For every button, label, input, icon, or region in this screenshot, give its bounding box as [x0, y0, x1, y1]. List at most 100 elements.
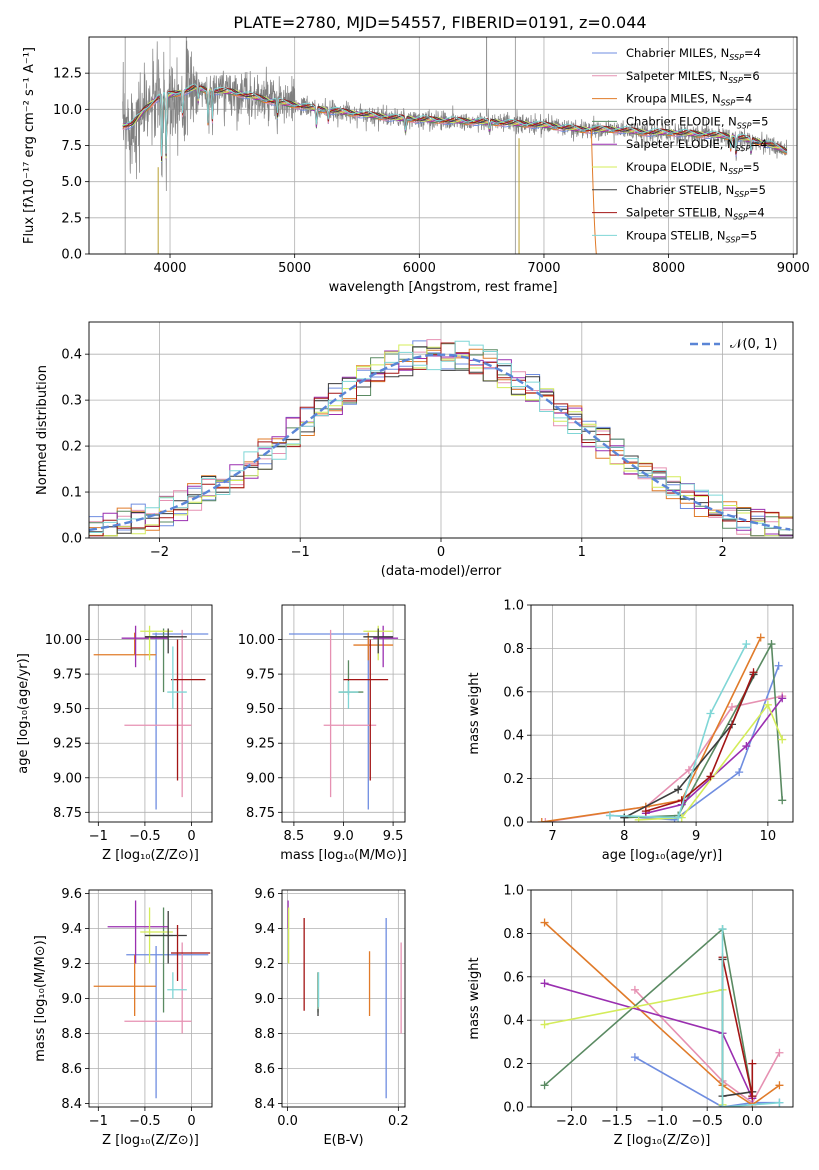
legend-entry: Salpeter MILES, NSSP=6: [626, 69, 760, 85]
axes-frame: [530, 604, 794, 823]
x-axis-label: Z [log₁₀(Z/Z⊙)]: [614, 1133, 711, 1148]
x-tick-label: 7: [548, 829, 556, 844]
data-point-marker: [706, 709, 715, 718]
y-tick-label: 9.50: [53, 702, 82, 717]
x-axis-label: wavelength [Angstrom, rest frame]: [329, 280, 558, 295]
mass-weight-line: [638, 703, 783, 821]
y-tick-label: 2.5: [61, 211, 82, 226]
x-tick-label: 6000: [403, 261, 436, 276]
spectrum-title: PLATE=2780, MJD=54557, FIBERID=0191, z=0…: [233, 13, 646, 32]
y-tick-label: 1.0: [503, 884, 524, 899]
y-tick-label: 0.4: [61, 348, 82, 363]
x-tick-label: 7000: [527, 261, 560, 276]
mass_weight_vs_Z-panel: −2.0 −1.5 −1.0 −0.5 0.0 0.0 0.2 0.4 0.6 0.8 1.0 Z […: [467, 884, 794, 1148]
y-tick-label: 0.0: [503, 816, 524, 831]
x-axis-label: E(B-V): [323, 1133, 363, 1148]
y-tick-label: 5.0: [61, 175, 82, 190]
x-tick-label: 0: [187, 829, 195, 844]
age_vs_mass-panel: 8.5 9.0 9.5 8.75 9.00 9.25 9.50 9.75 10.00 mass […: [238, 604, 407, 863]
y-axis-label: Flux [fλ10⁻¹⁷ erg cm⁻² s⁻¹ A⁻¹]: [22, 47, 37, 244]
x-tick-label: 1: [578, 545, 586, 560]
data-point-marker: [540, 979, 549, 988]
data-point-marker: [674, 813, 683, 822]
data-point-marker: [774, 661, 783, 670]
data-point-marker: [778, 735, 787, 744]
histogram-series: [89, 340, 793, 538]
data-point-marker: [778, 796, 787, 805]
y-tick-label: 9.4: [254, 922, 275, 937]
data-point-marker: [775, 1048, 784, 1057]
y-tick-label: 9.6: [61, 887, 82, 902]
y-axis-label: Normed distribution: [35, 365, 50, 495]
data-point-marker: [540, 918, 549, 927]
axes-frame: [88, 321, 794, 539]
y-tick-label: 8.4: [254, 1097, 275, 1112]
normal-reference-curve: [89, 353, 791, 532]
y-tick-label: 9.0: [254, 992, 275, 1007]
legend-entry: Chabrier MILES, NSSP=4: [626, 46, 761, 62]
y-tick-label: 10.0: [53, 103, 82, 118]
x-tick-label: −1.5: [601, 1114, 633, 1129]
y-axis-label: age [log₁₀(age/yr)]: [16, 653, 31, 774]
y-tick-label: 0.0: [61, 248, 82, 263]
y-tick-label: 10.00: [45, 633, 82, 648]
data-point-marker: [735, 768, 744, 777]
x-tick-label: −1.0: [646, 1114, 678, 1129]
y-tick-label: 9.00: [53, 771, 82, 786]
x-tick-label: 0: [437, 545, 445, 560]
y-tick-label: 8.6: [61, 1062, 82, 1077]
data-point-marker: [537, 818, 546, 822]
y-tick-label: 9.2: [61, 957, 82, 972]
y-tick-label: 9.00: [246, 771, 275, 786]
data-point-marker: [763, 700, 772, 709]
legend-entry: Salpeter STELIB, NSSP=4: [626, 206, 765, 222]
x-tick-label: −0.5: [129, 829, 161, 844]
mass_vs_EBV-plot-area: [287, 900, 402, 1099]
y-tick-label: 9.25: [246, 737, 275, 752]
y-tick-label: 1.0: [503, 599, 524, 614]
legend-entry: Kroupa STELIB, NSSP=5: [626, 228, 757, 244]
y-tick-label: 0.2: [503, 1057, 524, 1072]
x-tick-label: 9000: [777, 261, 810, 276]
mass-weight-line: [634, 1056, 780, 1107]
data-point-marker: [684, 765, 693, 774]
y-tick-label: 10.00: [238, 633, 275, 648]
x-axis-label: age [log₁₀(age/yr)]: [602, 848, 723, 863]
data-point-marker: [541, 818, 550, 822]
legend-entry: Kroupa MILES, NSSP=4: [626, 92, 752, 108]
y-tick-label: 0.0: [503, 1101, 524, 1116]
y-tick-label: 9.75: [53, 668, 82, 683]
x-tick-label: −1: [89, 829, 108, 844]
mass_vs_EBV-panel: 0.0 0.2 8.4 8.6 8.8 9.0 9.2 9.4 9.6 E(B-V): [254, 887, 408, 1148]
x-tick-label: 8: [620, 829, 628, 844]
mass_weight_vs_age-panel: 7 8 9 10 0.0 0.2 0.4 0.6 0.8 1.0 age [log₁₀(age/yr…: [467, 599, 794, 863]
x-axis-label: Z [log₁₀(Z/Z⊙)]: [102, 848, 199, 863]
data-point-marker: [778, 694, 787, 703]
x-tick-label: 9.5: [383, 829, 404, 844]
data-point-marker: [540, 1020, 549, 1029]
y-tick-label: 9.6: [254, 887, 275, 902]
y-tick-label: 0.3: [61, 394, 82, 409]
mass_vs_Z-panel: −1 −0.5 0 8.4 8.6 8.8 9.0 9.2 9.4 9.6 Z [log₁₀(Z/Z…: [33, 887, 213, 1148]
data-point-marker: [706, 772, 715, 781]
x-tick-label: 0: [187, 1114, 195, 1129]
data-point-marker: [775, 1081, 784, 1090]
y-tick-label: 0.4: [503, 1014, 524, 1029]
x-tick-label: 0.0: [277, 1114, 298, 1129]
mass_vs_Z-plot-area: [93, 900, 211, 1099]
x-tick-label: −2.0: [556, 1114, 588, 1129]
y-tick-label: 0.1: [61, 486, 82, 501]
data-point-marker: [718, 925, 727, 934]
axes-frame: [530, 889, 794, 1108]
y-axis-label: mass [log₁₀(M/M⊙)]: [33, 935, 48, 1062]
data-point-marker: [718, 1103, 727, 1107]
data-point-marker: [756, 633, 765, 642]
residuals-panel: −2 −1 0 1 2 0.0 0.1 0.2 0.3 0.4 (data-model)/error…: [35, 321, 794, 579]
y-tick-label: 8.6: [254, 1062, 275, 1077]
axes-frame: [88, 604, 213, 823]
data-point-marker: [674, 785, 683, 794]
y-tick-label: 12.5: [53, 67, 82, 82]
y-tick-label: 9.4: [61, 922, 82, 937]
x-tick-label: −2: [150, 545, 169, 560]
mass-weight-line: [541, 637, 762, 822]
